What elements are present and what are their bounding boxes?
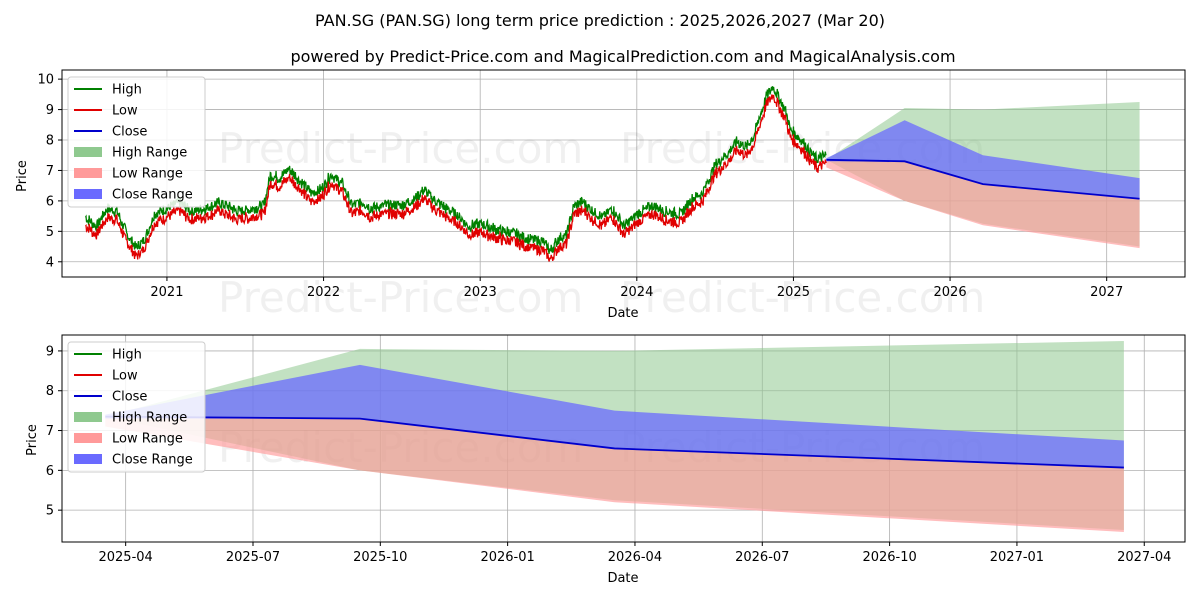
x-tick-label: 2023 bbox=[464, 285, 497, 300]
high-series-line bbox=[84, 86, 827, 254]
prediction-chart-panel: Predict-Price.com Predict-Price.com 2025… bbox=[25, 334, 1186, 586]
legend-low-label: Low bbox=[112, 104, 138, 119]
legend-low-range-swatch bbox=[74, 433, 102, 443]
y-tick-label: 9 bbox=[46, 344, 54, 359]
close-prediction-line bbox=[105, 415, 1124, 469]
y-tick-label: 10 bbox=[37, 73, 54, 88]
price-lines-2 bbox=[105, 415, 1124, 469]
x-tick-label: 2021 bbox=[150, 285, 183, 300]
x-tick-label: 2027-01 bbox=[990, 550, 1044, 565]
legend-high-label: High bbox=[112, 83, 142, 98]
legend-2: High Low Close High Range Low Range Close Ran… bbox=[67, 341, 206, 473]
low-series-line bbox=[84, 93, 827, 262]
prediction-bands-1 bbox=[826, 101, 1140, 249]
close-range-band bbox=[826, 120, 1140, 199]
x-axis-label-1: Date bbox=[607, 306, 638, 321]
figure-title: PAN.SG (PAN.SG) long term price predicti… bbox=[315, 11, 885, 30]
x-tick-label: 2026-01 bbox=[480, 550, 534, 565]
legend-high-range-swatch bbox=[74, 412, 102, 422]
y-tick-label: 8 bbox=[46, 384, 54, 399]
legend-close-range-swatch bbox=[74, 189, 102, 199]
x-tick-label: 2027 bbox=[1090, 285, 1123, 300]
axis-ticks-1: 2021 2022 2023 2024 2025 2026 2027 4 5 6 7 8 9 10 bbox=[37, 73, 1123, 300]
watermark-1a: Predict-Price.com bbox=[218, 124, 583, 173]
watermark-1c: Predict-Price.com bbox=[218, 273, 583, 322]
legend-close-range-label: Close Range bbox=[112, 188, 193, 203]
x-axis-label-2: Date bbox=[607, 571, 638, 586]
x-tick-label: 2026-04 bbox=[608, 550, 662, 565]
x-tick-label: 2026-10 bbox=[862, 550, 916, 565]
y-tick-label: 5 bbox=[46, 504, 54, 519]
legend-close-label: Close bbox=[112, 125, 147, 140]
x-tick-label: 2026 bbox=[934, 285, 967, 300]
watermark-1d: Predict-Price.com bbox=[620, 273, 985, 322]
prediction-bands-2 bbox=[105, 340, 1124, 533]
y-tick-label: 5 bbox=[46, 225, 54, 240]
y-tick-label: 9 bbox=[46, 103, 54, 118]
close-prediction-line bbox=[826, 158, 1140, 200]
legend-close-range-swatch bbox=[74, 454, 102, 464]
x-tick-label: 2025-10 bbox=[353, 550, 407, 565]
history-chart-panel: Predict-Price.com Predict-Price.com Pred… bbox=[15, 69, 1186, 322]
legend-low-range-swatch bbox=[74, 168, 102, 178]
legend-high-range-label: High Range bbox=[112, 411, 187, 426]
legend-close-label: Close bbox=[112, 390, 147, 405]
plot-frame-1 bbox=[61, 69, 1186, 278]
legend-high-label: High bbox=[112, 348, 142, 363]
legend-low-range-label: Low Range bbox=[112, 432, 183, 447]
x-tick-label: 2025-04 bbox=[98, 550, 152, 565]
y-axis-label-2: Price bbox=[25, 424, 40, 456]
legend-box bbox=[67, 76, 206, 208]
price-lines-1 bbox=[84, 86, 1140, 262]
legend-high-range-swatch bbox=[74, 147, 102, 157]
x-tick-label: 2025 bbox=[777, 285, 810, 300]
x-tick-label: 2022 bbox=[307, 285, 340, 300]
y-tick-label: 7 bbox=[46, 424, 54, 439]
x-tick-label: 2026-07 bbox=[735, 550, 789, 565]
x-tick-label: 2025-07 bbox=[226, 550, 280, 565]
legend-high-range-label: High Range bbox=[112, 146, 187, 161]
figure-subtitle: powered by Predict-Price.com and Magical… bbox=[290, 47, 955, 66]
close-range-band bbox=[105, 364, 1124, 468]
plot-frame-2 bbox=[61, 334, 1186, 543]
low-range-band bbox=[826, 159, 1140, 249]
y-axis-label-1: Price bbox=[15, 160, 30, 192]
y-tick-label: 4 bbox=[46, 255, 54, 270]
low-range-band bbox=[105, 416, 1124, 533]
x-tick-label: 2027-04 bbox=[1117, 550, 1171, 565]
legend-box bbox=[67, 341, 206, 473]
legend-low-range-label: Low Range bbox=[112, 167, 183, 182]
y-tick-label: 6 bbox=[46, 464, 54, 479]
axis-ticks-2: 2025-04 2025-07 2025-10 2026-01 2026-04 2026-… bbox=[46, 344, 1172, 565]
legend-1: High Low Close High Range Low Range Close Ran… bbox=[67, 76, 206, 208]
y-tick-label: 8 bbox=[46, 134, 54, 149]
y-tick-label: 6 bbox=[46, 194, 54, 209]
x-tick-label: 2024 bbox=[620, 285, 653, 300]
y-tick-label: 7 bbox=[46, 164, 54, 179]
legend-low-label: Low bbox=[112, 369, 138, 384]
legend-close-range-label: Close Range bbox=[112, 453, 193, 468]
